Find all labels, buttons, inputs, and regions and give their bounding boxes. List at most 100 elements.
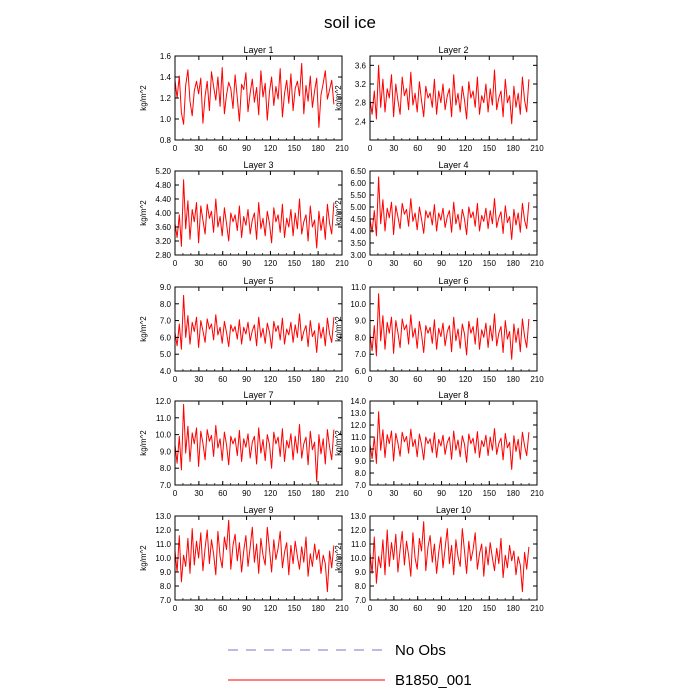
x-tick-label: 90 (242, 259, 251, 268)
x-tick-label: 180 (506, 144, 520, 153)
y-axis-label: kg/m^2 (139, 85, 148, 111)
y-tick-label: 8.0 (355, 469, 367, 478)
x-tick-label: 210 (530, 259, 544, 268)
y-tick-label: 11.0 (351, 283, 367, 292)
x-tick-label: 210 (530, 144, 544, 153)
x-tick-label: 150 (288, 489, 302, 498)
series-line-b1850 (370, 412, 529, 470)
x-tick-label: 60 (413, 489, 422, 498)
x-tick-label: 0 (368, 259, 373, 268)
y-tick-label: 9.0 (160, 447, 172, 456)
x-tick-label: 30 (194, 375, 203, 384)
y-tick-label: 10.0 (155, 431, 171, 440)
x-tick-label: 150 (483, 259, 497, 268)
x-tick-label: 0 (368, 144, 373, 153)
y-tick-label: 7.0 (160, 317, 172, 326)
x-tick-label: 60 (218, 604, 227, 613)
panel-title: Layer 9 (243, 505, 273, 515)
x-tick-label: 150 (288, 259, 302, 268)
panel-3: Layer 30 30 60 90 120 150 180 2102.803.203.604.… (139, 160, 349, 268)
x-tick-label: 120 (264, 259, 278, 268)
panel-title: Layer 8 (438, 390, 468, 400)
y-tick-label: 3.6 (355, 61, 367, 70)
x-tick-label: 60 (413, 259, 422, 268)
x-tick-label: 60 (413, 604, 422, 613)
y-tick-label: 11.0 (351, 540, 367, 549)
y-tick-label: 4.00 (155, 209, 171, 218)
x-tick-label: 30 (194, 604, 203, 613)
x-tick-label: 150 (288, 604, 302, 613)
panel-title: Layer 2 (438, 45, 468, 55)
y-tick-label: 5.20 (155, 167, 171, 176)
y-tick-label: 1.2 (160, 94, 172, 103)
x-tick-label: 120 (459, 375, 473, 384)
x-tick-label: 90 (242, 489, 251, 498)
x-tick-label: 0 (368, 489, 373, 498)
panel-7: Layer 7 0 30 60 90 120 150 180 210 7.0 8.0 9.0 10.0 1… (139, 390, 349, 498)
y-tick-label: 9.0 (355, 568, 367, 577)
y-tick-label: 10.0 (155, 554, 171, 563)
x-tick-label: 90 (437, 604, 446, 613)
panel-8: Layer 8 0 30 60 90 120 150 180 210 7.0 8.0 9.0 10.0 1… (334, 390, 544, 498)
y-tick-label: 12.0 (155, 526, 171, 535)
x-tick-label: 30 (389, 489, 398, 498)
x-tick-label: 180 (506, 375, 520, 384)
y-axis-label: kg/m^2 (334, 200, 343, 226)
x-tick-label: 90 (437, 489, 446, 498)
x-tick-label: 90 (437, 375, 446, 384)
x-tick-label: 0 (173, 144, 178, 153)
panel-10: Layer 100 30 60 90 120 150 180 2107.08.09.010.0… (334, 505, 544, 613)
x-tick-label: 120 (459, 144, 473, 153)
x-tick-label: 60 (218, 375, 227, 384)
x-tick-label: 120 (264, 604, 278, 613)
y-tick-label: 11.0 (156, 540, 172, 549)
x-tick-label: 0 (173, 375, 178, 384)
panel-title: Layer 4 (438, 160, 468, 170)
x-tick-label: 150 (288, 144, 302, 153)
y-tick-label: 6.0 (355, 367, 367, 376)
y-axis-label: kg/m^2 (139, 200, 148, 226)
y-tick-label: 11.0 (156, 414, 172, 423)
y-axis-label: kg/m^2 (139, 545, 148, 571)
series-line-b1850 (370, 294, 529, 360)
x-tick-label: 180 (311, 489, 325, 498)
x-tick-label: 0 (173, 604, 178, 613)
panel-9: Layer 9 0 30 60 90 120 150 180 210 7.0 8.0 9.0 10.0 1… (139, 505, 349, 613)
x-tick-label: 30 (389, 375, 398, 384)
x-tick-label: 60 (218, 259, 227, 268)
x-tick-label: 180 (311, 604, 325, 613)
y-tick-label: 3.60 (155, 223, 171, 232)
panel-title: Layer 6 (438, 276, 468, 286)
panel-title: Layer 5 (243, 276, 273, 286)
y-tick-label: 4.50 (350, 215, 366, 224)
y-tick-label: 5.0 (160, 350, 172, 359)
y-tick-label: 13.0 (350, 409, 366, 418)
x-tick-label: 210 (335, 144, 349, 153)
y-tick-label: 7.0 (355, 350, 367, 359)
x-tick-label: 210 (530, 604, 544, 613)
x-tick-label: 30 (389, 259, 398, 268)
x-tick-label: 180 (506, 604, 520, 613)
x-tick-label: 180 (311, 144, 325, 153)
series-line-b1850 (175, 63, 334, 127)
y-tick-label: 3.00 (350, 251, 366, 260)
series-line-b1850 (370, 522, 529, 592)
y-tick-label: 4.80 (155, 181, 171, 190)
x-tick-label: 210 (335, 604, 349, 613)
x-tick-label: 120 (264, 375, 278, 384)
y-tick-label: 2.8 (355, 99, 367, 108)
y-tick-label: 5.00 (350, 203, 366, 212)
x-tick-label: 120 (459, 259, 473, 268)
x-tick-label: 210 (530, 489, 544, 498)
x-tick-label: 30 (194, 489, 203, 498)
y-tick-label: 7.0 (355, 481, 367, 490)
legend-no-obs-label: No Obs (395, 642, 446, 659)
x-tick-label: 180 (506, 489, 520, 498)
x-tick-label: 180 (311, 375, 325, 384)
y-tick-label: 2.80 (155, 251, 171, 260)
x-tick-label: 90 (242, 604, 251, 613)
x-tick-label: 0 (368, 375, 373, 384)
series-line-b1850 (370, 177, 529, 239)
y-tick-label: 10.0 (350, 554, 366, 563)
